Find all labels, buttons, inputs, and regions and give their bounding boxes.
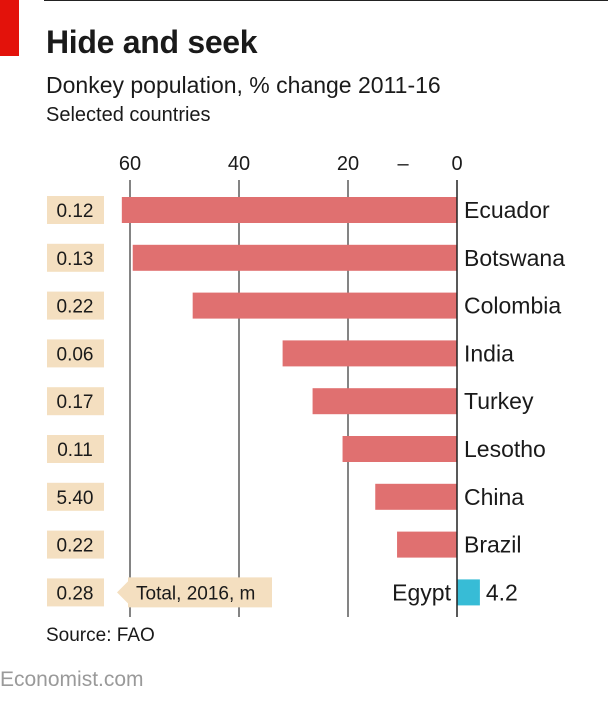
category-label-china: China	[464, 484, 524, 510]
total-box-botswana	[47, 243, 104, 272]
source-note: Source: FAO	[46, 625, 155, 646]
total-value-brazil: 0.22	[57, 536, 94, 557]
bar-turkey	[312, 388, 457, 415]
category-label-ecuador: Ecuador	[464, 197, 550, 223]
top-rule	[44, 0, 608, 1]
total-box-brazil	[47, 530, 104, 559]
bar-colombia	[192, 292, 458, 319]
total-box-india	[47, 339, 104, 368]
brand-footer: Economist.com	[0, 668, 144, 691]
bar-india	[282, 340, 457, 367]
x-tick-label: 40	[228, 153, 250, 175]
x-tick-label: 0	[451, 153, 462, 175]
category-label-turkey: Turkey	[464, 388, 534, 414]
total-value-india: 0.06	[57, 344, 94, 365]
category-label-colombia: Colombia	[464, 293, 561, 319]
bar-brazil	[397, 531, 457, 558]
total-value-china: 5.40	[57, 488, 94, 509]
total-value-egypt: 0.28	[57, 583, 94, 604]
total-box-turkey	[47, 387, 104, 416]
bar-china	[375, 483, 457, 510]
total-box-colombia	[47, 291, 104, 320]
x-tick-label: 20	[337, 153, 359, 175]
total-value-lesotho: 0.11	[57, 440, 93, 461]
brand-red-tag	[0, 0, 19, 56]
chart-title: Hide and seek	[46, 24, 258, 60]
category-label-india: India	[464, 340, 514, 366]
total-value-turkey: 0.17	[57, 392, 94, 413]
category-label-botswana: Botswana	[464, 245, 565, 271]
total-value-botswana: 0.13	[57, 249, 94, 270]
total-box-china	[47, 482, 104, 511]
bar-egypt	[457, 579, 480, 606]
bar-botswana	[132, 244, 457, 271]
bar-lesotho	[342, 436, 457, 462]
totals-legend-box	[117, 577, 272, 608]
total-box-ecuador	[47, 196, 104, 224]
totals-legend-label: Total, 2016, m	[136, 583, 255, 604]
x-tick-label: 60	[119, 153, 141, 175]
x-tick-label: –	[397, 153, 409, 175]
total-box-egypt	[47, 578, 104, 607]
total-box-lesotho	[47, 435, 104, 463]
category-label-brazil: Brazil	[464, 532, 522, 558]
data-label-egypt: 4.2	[486, 579, 518, 605]
category-label-lesotho: Lesotho	[464, 436, 546, 462]
total-value-colombia: 0.22	[57, 297, 94, 318]
category-label-egypt: Egypt	[392, 579, 451, 605]
chart-note: Selected countries	[46, 104, 211, 126]
bar-ecuador	[121, 197, 457, 223]
total-value-ecuador: 0.12	[57, 201, 94, 222]
chart-subtitle: Donkey population, % change 2011-16	[46, 72, 441, 98]
